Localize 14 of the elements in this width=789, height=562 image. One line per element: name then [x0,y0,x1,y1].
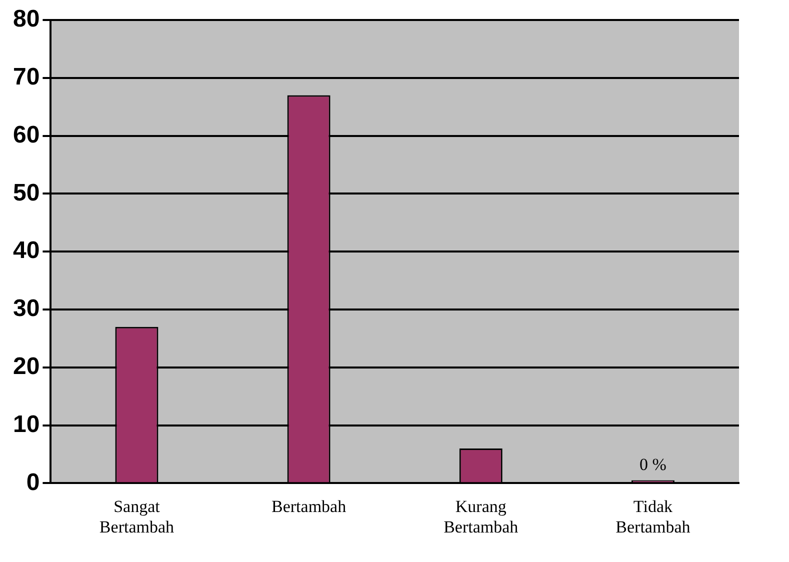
x-tick-label: Sangat Bertambah [99,496,175,536]
x-tick-label: Bertambah [272,496,347,516]
x-tick-label: Kurang Bertambah [444,496,519,536]
y-tick-label: 40 [12,237,40,264]
data-label: 0 % [640,455,666,474]
x-tick-label: Tidak Bertambah [616,496,691,536]
y-tick-label: 20 [12,353,40,380]
y-tick-label: 60 [12,121,40,148]
y-tick-label: 80 [12,6,40,33]
y-tick-label: 10 [12,410,40,438]
y-tick-label: 70 [12,64,40,91]
y-tick-label: 0 [26,468,40,496]
y-tick-label: 50 [12,179,40,206]
y-tick-label: 30 [12,295,40,322]
